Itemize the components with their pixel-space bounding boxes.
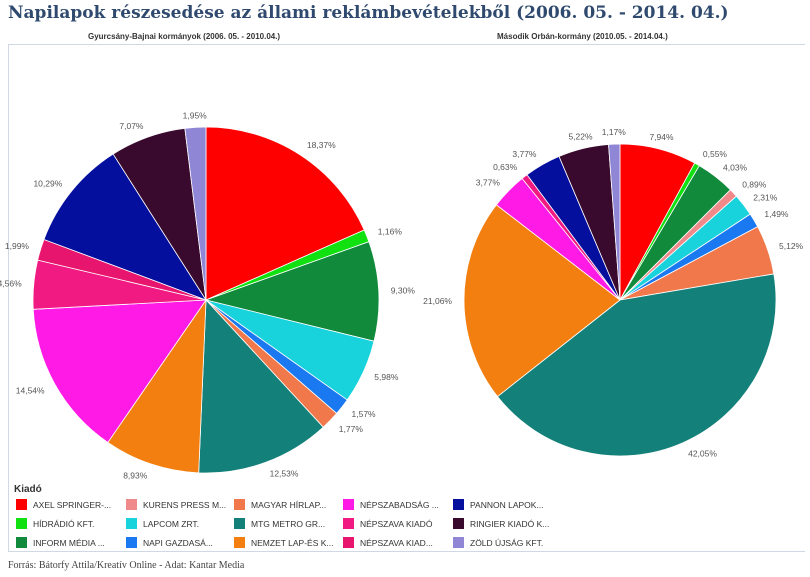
legend-item[interactable]: RINGIER KIADÓ K... bbox=[453, 518, 549, 529]
pie-charts: 18,37% 1,16% 9,30% 5,98% 1,57% 1,77% 12,53% 8,9… bbox=[0, 110, 804, 480]
legend-label: NÉPSZABADSÁG ... bbox=[360, 499, 439, 510]
slice-data-label: 5,22% bbox=[568, 132, 593, 142]
legend-item[interactable]: LAPCOM ZRT. bbox=[126, 518, 199, 529]
slice-data-label: 1,95% bbox=[183, 110, 208, 120]
legend-item[interactable]: NAPI GAZDASÁ... bbox=[126, 537, 213, 548]
legend-swatch bbox=[453, 537, 464, 548]
legend-label: NÉPSZAVA KIAD... bbox=[360, 537, 433, 548]
legend-swatch bbox=[126, 537, 137, 548]
legend-label: MAGYAR HÍRLAP... bbox=[251, 499, 327, 510]
legend-item[interactable]: NÉPSZAVA KIAD... bbox=[343, 537, 433, 548]
legend-swatch bbox=[453, 499, 464, 510]
legend-label: LAPCOM ZRT. bbox=[143, 518, 200, 529]
legend-item[interactable]: KURENS PRESS M... bbox=[126, 499, 226, 510]
slice-data-label: 14,54% bbox=[16, 385, 45, 395]
legend-swatch bbox=[343, 518, 354, 529]
slice-data-label: 12,53% bbox=[270, 469, 299, 479]
legend-item[interactable]: MTG METRO GR... bbox=[234, 518, 325, 529]
slice-data-label: 2,31% bbox=[753, 193, 778, 203]
pie-slice[interactable] bbox=[463, 204, 621, 398]
slice-data-label: 3,77% bbox=[476, 178, 501, 188]
pie-slice[interactable] bbox=[107, 298, 207, 474]
legend-item[interactable]: NEMZET LAP-ÉS K... bbox=[234, 537, 334, 548]
slice-data-label: 1,77% bbox=[339, 424, 364, 434]
frame-bottom-divider bbox=[8, 551, 805, 552]
legend-swatch bbox=[234, 537, 245, 548]
legend-swatch bbox=[234, 499, 245, 510]
legend-item[interactable]: PANNON LAPOK... bbox=[453, 499, 544, 510]
legend-swatch bbox=[234, 518, 245, 529]
slice-data-label: 3,77% bbox=[512, 149, 537, 159]
pie-slice[interactable] bbox=[43, 153, 207, 301]
slice-data-label: 21,06% bbox=[423, 296, 452, 306]
legend-item[interactable]: ZÖLD ÚJSÁG KFT. bbox=[453, 537, 543, 548]
legend-label: INFORM MÉDIA ... bbox=[33, 537, 105, 548]
right-chart-subtitle: Második Orbán-kormány (2010.05. - 2014.0… bbox=[497, 32, 668, 41]
slice-data-label: 1,57% bbox=[352, 409, 377, 419]
slice-data-label: 0,63% bbox=[493, 162, 518, 172]
slice-data-label: 1,49% bbox=[764, 209, 789, 219]
legend-label: NAPI GAZDASÁ... bbox=[143, 537, 213, 548]
frame-top-divider bbox=[8, 44, 805, 45]
slice-data-label: 7,07% bbox=[119, 121, 144, 131]
legend-item[interactable]: INFORM MÉDIA ... bbox=[16, 537, 105, 548]
slice-data-label: 7,94% bbox=[649, 132, 674, 142]
slice-data-label: 0,89% bbox=[742, 180, 767, 190]
legend-swatch bbox=[126, 518, 137, 529]
frame-left-divider bbox=[8, 44, 9, 551]
legend-swatch bbox=[16, 537, 27, 548]
slice-data-label: 5,98% bbox=[374, 372, 399, 382]
slice-data-label: 4,56% bbox=[0, 279, 22, 289]
legend-label: NEMZET LAP-ÉS K... bbox=[251, 537, 334, 548]
legend-label: ZÖLD ÚJSÁG KFT. bbox=[470, 537, 544, 548]
pie-slice[interactable] bbox=[32, 299, 207, 444]
slice-data-label: 5,12% bbox=[779, 241, 804, 251]
slice-data-label: 42,05% bbox=[688, 449, 717, 459]
legend-title: Kiadó bbox=[14, 484, 42, 495]
slice-data-label: 1,17% bbox=[602, 127, 627, 137]
legend-label: KURENS PRESS M... bbox=[143, 499, 227, 510]
slice-data-label: 1,99% bbox=[5, 241, 30, 251]
legend-label: NÉPSZAVA KIADÓ bbox=[360, 518, 433, 529]
left-chart-subtitle: Gyurcsány-Bajnai kormányok (2006. 05. - … bbox=[88, 32, 281, 41]
legend-label: RINGIER KIADÓ K... bbox=[470, 518, 550, 529]
slice-data-label: 0,55% bbox=[703, 149, 728, 159]
legend-item[interactable]: HÍDRÁDIÓ KFT. bbox=[16, 518, 94, 529]
source-note: Forrás: Bátorfy Attila/Kreatív Online - … bbox=[8, 560, 245, 571]
legend-swatch bbox=[453, 518, 464, 529]
legend-swatch bbox=[343, 499, 354, 510]
legend-label: HÍDRÁDIÓ KFT. bbox=[33, 518, 95, 529]
slice-data-label: 18,37% bbox=[307, 140, 336, 150]
slice-data-label: 1,16% bbox=[378, 226, 403, 236]
legend-swatch bbox=[343, 537, 354, 548]
pie-slice[interactable] bbox=[204, 241, 380, 342]
slice-data-label: 10,29% bbox=[33, 179, 62, 189]
pie-slice[interactable] bbox=[496, 273, 777, 457]
legend-swatch bbox=[16, 499, 27, 510]
legend-label: PANNON LAPOK... bbox=[470, 499, 544, 510]
legend-item[interactable]: AXEL SPRINGER-... bbox=[16, 499, 111, 510]
legend-label: AXEL SPRINGER-... bbox=[33, 499, 112, 510]
legend-swatch bbox=[16, 518, 27, 529]
slice-data-label: 9,30% bbox=[391, 285, 416, 295]
slice-data-label: 8,93% bbox=[123, 470, 148, 480]
legend-item[interactable]: NÉPSZABADSÁG ... bbox=[343, 499, 439, 510]
pie-slice[interactable] bbox=[184, 126, 207, 301]
pie-slice[interactable] bbox=[198, 299, 324, 474]
legend-item[interactable]: NÉPSZAVA KIADÓ bbox=[343, 518, 432, 529]
pie-slice[interactable] bbox=[205, 126, 365, 301]
chart-title: Napilapok részesedése az állami reklámbe… bbox=[8, 3, 729, 23]
legend-label: MTG METRO GR... bbox=[251, 518, 326, 529]
legend-swatch bbox=[126, 499, 137, 510]
legend-item[interactable]: MAGYAR HÍRLAP... bbox=[234, 499, 326, 510]
pie-slice[interactable] bbox=[608, 143, 621, 301]
slice-data-label: 4,03% bbox=[723, 162, 748, 172]
